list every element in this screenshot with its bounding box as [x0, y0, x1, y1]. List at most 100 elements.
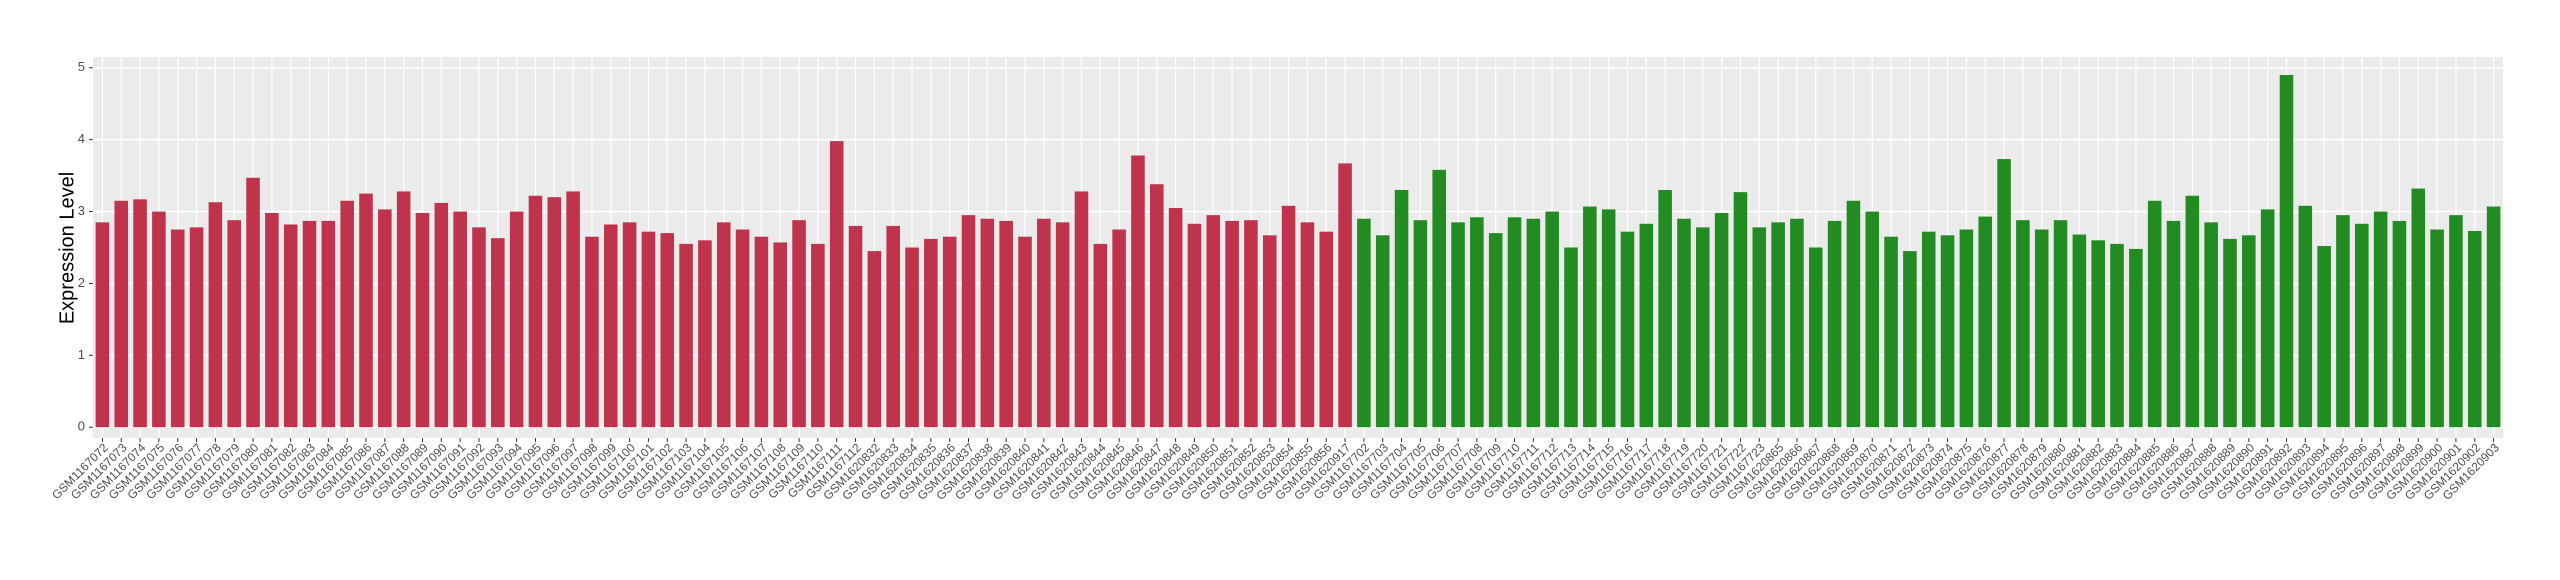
bar [2392, 220, 2407, 428]
bar [2223, 238, 2237, 428]
bar [679, 243, 693, 428]
bar [1470, 217, 1484, 428]
bar [980, 218, 995, 428]
bar [1112, 229, 1126, 428]
bar [867, 251, 882, 428]
bar [2298, 205, 2313, 428]
bar [1940, 235, 1955, 428]
bar [472, 227, 486, 428]
bar [698, 240, 712, 428]
bar [1244, 220, 1258, 428]
bar [811, 243, 825, 428]
bar [283, 224, 298, 428]
bar [2355, 223, 2369, 428]
bar [2411, 188, 2426, 428]
bar [227, 220, 241, 428]
bar [246, 177, 260, 428]
bar [1771, 222, 1785, 428]
bar [1357, 218, 1371, 428]
bar [2336, 215, 2350, 428]
bar [2486, 206, 2501, 428]
bar [942, 236, 957, 428]
bar [1997, 159, 2011, 428]
bar [1620, 231, 1635, 428]
bar [848, 225, 863, 428]
bar [1206, 215, 1221, 428]
bar [2034, 229, 2049, 428]
bar [321, 220, 336, 428]
bar [1319, 231, 1334, 428]
bar [1225, 220, 1239, 428]
bar [1262, 235, 1277, 428]
bar [1714, 212, 1729, 428]
bar [1074, 191, 1089, 428]
bar [1281, 205, 1296, 428]
bar [1375, 235, 1390, 428]
bar [735, 229, 750, 428]
bar [622, 222, 637, 428]
y-tick-label: 1 [78, 347, 85, 362]
bar [434, 202, 449, 428]
bar [1658, 189, 1672, 428]
bar [1526, 218, 1541, 428]
bar [1055, 222, 1070, 428]
bar [114, 200, 129, 428]
bar [585, 236, 599, 428]
bar [999, 220, 1013, 428]
bar [603, 224, 618, 428]
bar [2373, 211, 2388, 428]
bar [1639, 223, 1654, 428]
bar [1394, 189, 1409, 428]
bar [792, 220, 806, 428]
y-tick-label: 4 [78, 131, 85, 146]
bar [905, 247, 919, 428]
bar [716, 222, 731, 428]
bar [2166, 220, 2181, 428]
bar [2129, 248, 2143, 428]
bar [2091, 240, 2105, 428]
bar [208, 202, 223, 428]
bar [1733, 192, 1748, 428]
y-tick-label: 5 [78, 59, 85, 74]
bar [528, 195, 543, 428]
bar [641, 231, 656, 428]
bar [754, 236, 769, 428]
bar [2449, 215, 2463, 428]
y-axis-title: Expression Level [56, 172, 78, 324]
bar [1808, 247, 1823, 428]
bar [1507, 217, 1522, 428]
bar [1564, 247, 1578, 428]
bar [2016, 220, 2030, 428]
bar [2110, 243, 2124, 428]
bar [2147, 200, 2162, 428]
bar [1488, 233, 1503, 428]
y-tick-label: 2 [78, 275, 85, 290]
bar [1338, 163, 1352, 428]
bar [1451, 222, 1465, 428]
bar [1187, 223, 1202, 428]
bar [415, 212, 430, 428]
bar [1752, 227, 1767, 428]
bar [133, 199, 147, 428]
bar [396, 191, 411, 428]
bar [2317, 246, 2331, 428]
bar [2242, 235, 2256, 428]
bar [1413, 220, 1428, 428]
bar [1300, 222, 1315, 428]
bar [1432, 169, 1446, 428]
bar [2072, 234, 2087, 428]
bar [2260, 209, 2275, 428]
bar [302, 220, 317, 428]
bar [265, 212, 279, 428]
bar [1150, 184, 1164, 428]
bar [170, 229, 185, 428]
y-tick-label: 0 [78, 419, 85, 434]
bar [2279, 74, 2294, 428]
bar [1921, 231, 1936, 428]
bar [1131, 155, 1145, 428]
bar [924, 238, 938, 428]
bar [886, 225, 900, 428]
bar [2204, 222, 2218, 428]
bar [491, 238, 505, 428]
